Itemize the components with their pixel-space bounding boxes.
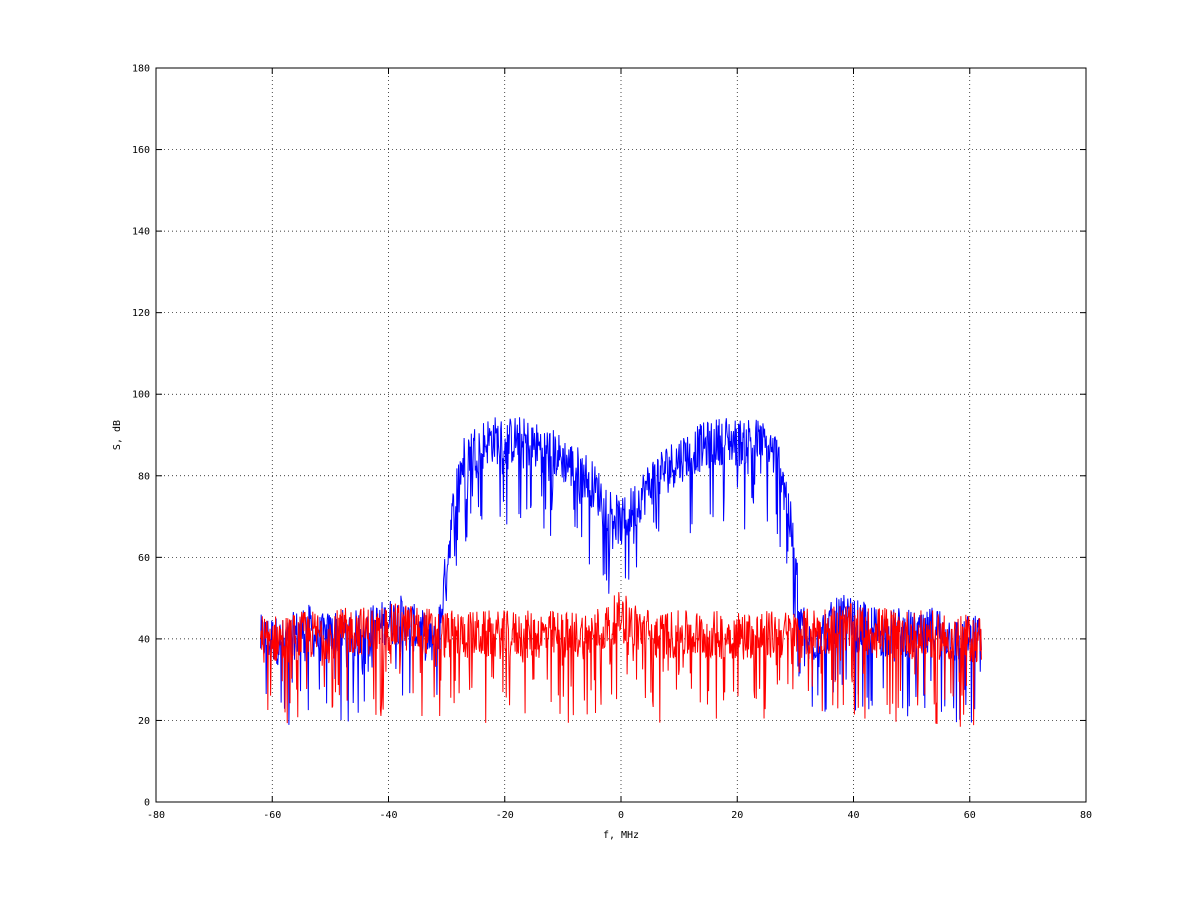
x-tick-label: 80	[1080, 810, 1092, 821]
x-tick-label: 20	[731, 810, 743, 821]
y-tick-label: 40	[138, 634, 150, 645]
x-tick-label: -20	[496, 810, 514, 821]
y-tick-label: 20	[138, 716, 150, 727]
y-tick-label: 80	[138, 471, 150, 482]
y-tick-label: 0	[144, 798, 150, 809]
plot-frame	[155, 67, 1087, 803]
x-tick-label: 0	[618, 810, 624, 821]
x-tick-label: -80	[147, 810, 165, 821]
series-line-red	[260, 592, 982, 727]
y-tick-label: 140	[132, 227, 150, 238]
x-tick-label: -40	[379, 810, 397, 821]
y-tick-label: 180	[132, 64, 150, 75]
series-line-blue	[260, 417, 982, 725]
y-axis-label: S, dB	[112, 420, 123, 450]
tick-layer: -80 -60 -40 -20 0 20 40 60 80 0 20 40 60 80 100 120 140 1…	[132, 64, 1092, 822]
x-tick-label: -60	[263, 810, 281, 821]
y-tick-label: 120	[132, 308, 150, 319]
y-tick-label: 100	[132, 390, 150, 401]
x-tick-label: 40	[847, 810, 859, 821]
y-tick-label: 160	[132, 145, 150, 156]
series-layer	[260, 417, 982, 727]
y-tick-label: 60	[138, 553, 150, 564]
x-tick-label: 60	[964, 810, 976, 821]
x-axis-label: f, MHz	[603, 830, 639, 841]
grid-layer	[156, 68, 1086, 802]
